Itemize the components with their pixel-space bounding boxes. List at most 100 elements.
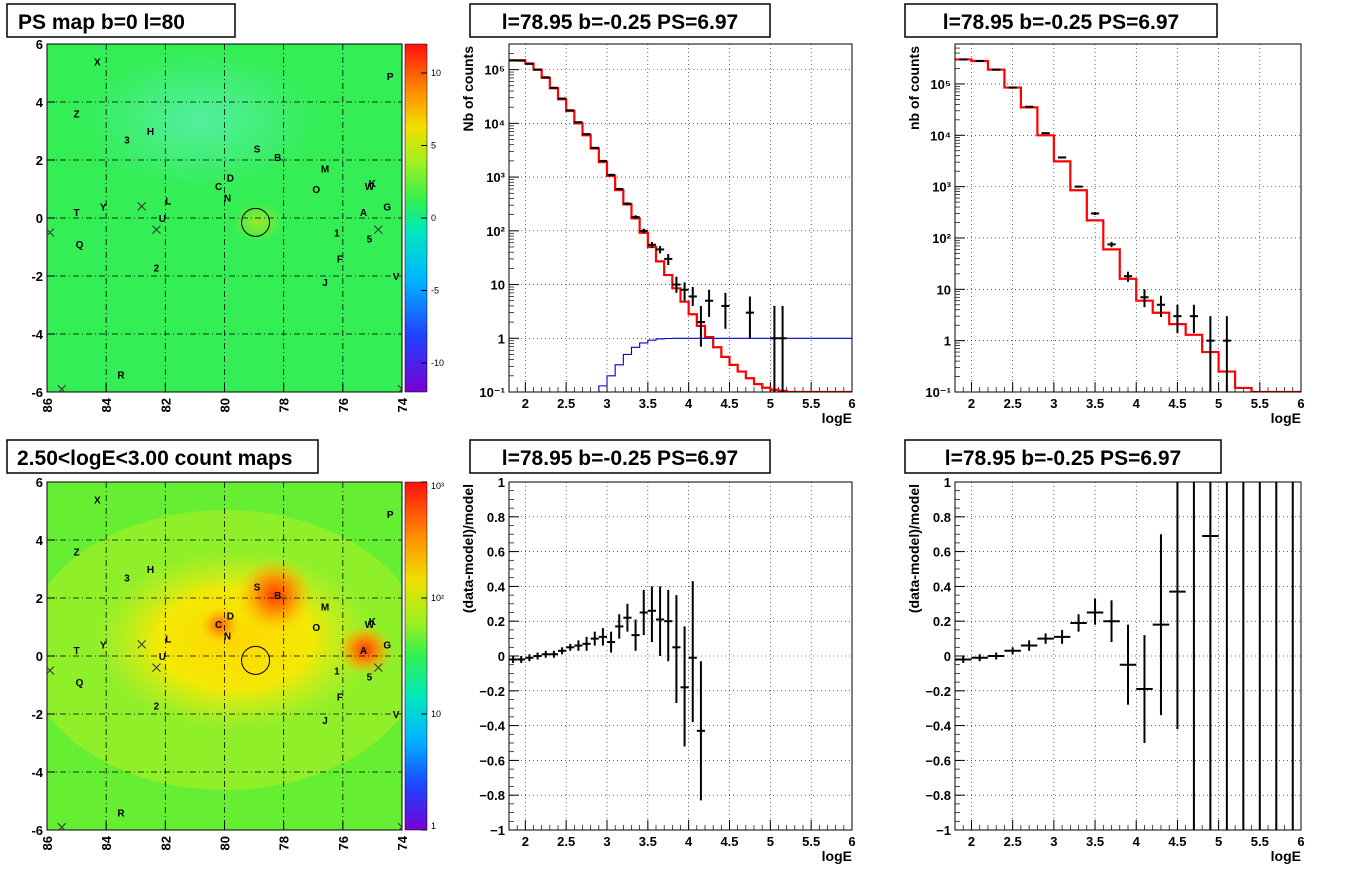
source-label: X (94, 495, 101, 506)
colorbar-tick-label: -10 (431, 358, 444, 368)
x-tick-label: 2 (522, 834, 529, 849)
x-tick-label: 5 (1215, 834, 1222, 849)
count-map-colorbar (405, 482, 427, 830)
map-x-tick-label: 74 (395, 835, 410, 850)
source-label: G (383, 202, 391, 213)
colorbar-tick-label: -5 (431, 286, 439, 296)
map-y-tick-label: 6 (36, 37, 43, 52)
source-label: U (159, 214, 166, 225)
x-tick-label: 2.5 (1004, 396, 1022, 411)
x-tick-label: 3.5 (1086, 396, 1104, 411)
source-label: Z (74, 110, 80, 121)
source-label: C (215, 182, 222, 193)
y-tick-label: 10⁻¹ (925, 385, 951, 400)
source-label: 5 (367, 234, 373, 245)
x-tick-label: 2 (968, 396, 975, 411)
y-tick-label: −0.4 (925, 719, 951, 734)
map-x-tick-label: 80 (218, 836, 233, 850)
colorbar-tick-label: 10³ (431, 481, 444, 491)
y-tick-label: 0.8 (933, 510, 951, 525)
source-label: O (312, 623, 320, 634)
plot-area (509, 44, 852, 392)
map-y-tick-label: 4 (36, 533, 44, 548)
source-label: B (274, 591, 281, 602)
map-x-tick-label: 86 (40, 836, 55, 850)
x-axis-label: logE (822, 410, 852, 426)
y-tick-label: 10 (491, 278, 505, 293)
y-tick-label: 10³ (932, 180, 951, 195)
map-y-tick-label: 2 (36, 591, 43, 606)
x-tick-label: 5.5 (802, 834, 820, 849)
source-label: U (159, 652, 166, 663)
source-label: Q (76, 240, 84, 251)
y-axis-label: (data-model)/model (460, 484, 476, 613)
y-tick-label: 10² (932, 231, 951, 246)
x-tick-label: 5.5 (1251, 396, 1269, 411)
source-label: 5 (367, 672, 373, 683)
x-tick-label: 2.5 (557, 834, 575, 849)
source-label: X (94, 57, 101, 68)
map-x-tick-label: 76 (336, 836, 351, 850)
y-tick-label: −1 (490, 823, 505, 838)
source-label: B (274, 153, 281, 164)
source-label: K (369, 617, 377, 628)
x-tick-label: 3 (1050, 834, 1057, 849)
map-x-tick-label: 86 (40, 398, 55, 412)
x-tick-label: 6 (1297, 396, 1304, 411)
x-tick-label: 5.5 (802, 396, 820, 411)
y-tick-label: 10 (937, 282, 951, 297)
source-label: F (337, 693, 343, 704)
y-tick-label: −0.2 (479, 684, 505, 699)
map-x-tick-label: 82 (158, 836, 173, 850)
residual-fine-title: l=78.95 b=-0.25 PS=6.97 (502, 447, 738, 470)
x-tick-label: 4 (685, 396, 693, 411)
map-y-tick-label: -4 (31, 327, 43, 342)
source-label: T (74, 646, 80, 657)
count-map-diffuse-region (95, 550, 375, 730)
y-tick-label: 10⁵ (930, 77, 951, 92)
map-x-tick-label: 74 (395, 397, 410, 412)
y-tick-label: 0.4 (933, 579, 952, 594)
source-label: Y (100, 640, 107, 651)
x-tick-label: 2.5 (557, 396, 575, 411)
source-label: M (321, 603, 329, 614)
y-tick-label: 1 (498, 331, 505, 346)
x-tick-label: 6 (848, 834, 855, 849)
y-axis-label: (data-model)/model (906, 484, 922, 613)
data-point (591, 148, 599, 149)
plot-area (955, 44, 1301, 392)
source-label: G (383, 640, 391, 651)
source-label: P (387, 72, 394, 83)
x-tick-label: 3.5 (1086, 834, 1104, 849)
data-point (1058, 157, 1066, 158)
x-axis-label: logE (822, 848, 852, 864)
map-x-tick-label: 78 (277, 398, 292, 412)
source-label: H (147, 565, 154, 576)
map-y-tick-label: -2 (31, 269, 43, 284)
source-label: L (165, 197, 171, 208)
source-label: V (393, 710, 400, 721)
y-tick-label: 10² (486, 224, 505, 239)
map-y-tick-label: 4 (36, 95, 44, 110)
y-tick-label: 10⁻¹ (479, 385, 505, 400)
y-tick-label: −0.6 (925, 753, 951, 768)
source-label: J (322, 716, 328, 727)
spectrum-fine-title: l=78.95 b=-0.25 PS=6.97 (502, 11, 738, 34)
map-y-tick-label: -6 (31, 385, 43, 400)
data-point (599, 160, 607, 161)
x-tick-label: 5 (1215, 396, 1222, 411)
y-axis-label: nb of counts (906, 46, 922, 130)
map-y-tick-label: -6 (31, 823, 43, 838)
source-label: J (322, 278, 328, 289)
x-tick-label: 2 (968, 834, 975, 849)
y-tick-label: −0.4 (479, 719, 505, 734)
data-point (1074, 186, 1082, 188)
y-tick-label: 0.6 (933, 545, 951, 560)
source-label: P (387, 510, 394, 521)
y-tick-label: −0.8 (925, 788, 951, 803)
x-axis-label: logE (1271, 410, 1301, 426)
